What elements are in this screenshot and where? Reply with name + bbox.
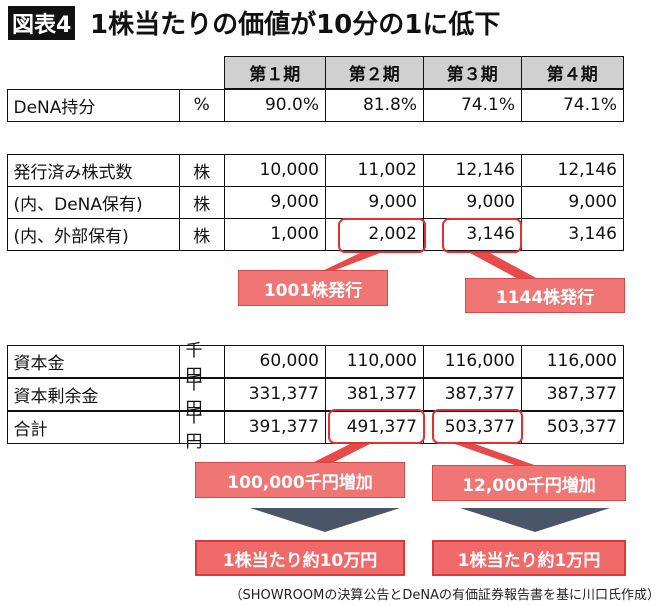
value-cell: 331,377 [223,377,326,411]
pointer [455,444,540,467]
callout: 1144株発行 [465,278,625,313]
row-label: (内、外部保有) [6,217,180,251]
pointer [320,253,380,272]
value-cell: 110,000 [324,344,424,378]
value-cell: 74.1% [422,88,522,122]
unit: 株 [178,185,225,219]
callout: 1001株発行 [238,270,388,306]
row-label: (内、DeNA保有) [6,185,180,219]
value-cell: 503,377 [520,410,624,444]
row-label: 発行済み株式数 [6,153,180,187]
value-cell: 10,000 [223,153,326,187]
value-cell: 381,377 [324,377,424,411]
value-cell: 391,377 [223,410,326,444]
value-cell: 387,377 [520,377,624,411]
value-cell: 9,000 [223,185,326,219]
value-cell: 1,000 [223,217,326,251]
value-cell: 12,146 [520,153,624,187]
value-cell: 116,000 [422,344,522,378]
highlight [338,218,426,253]
callout: 1株当たり約10万円 [195,540,405,576]
row-label: DeNA持分 [6,88,180,122]
highlight [442,218,522,253]
down-arrow [250,508,400,532]
column-header: 第１期 [223,55,326,89]
figure-label: 図表4 [8,6,76,40]
value-cell: 60,000 [223,344,326,378]
column-header: 第２期 [324,55,424,89]
title: 1株当たりの価値が10分の1に低下 [90,10,501,40]
highlight [328,409,425,444]
value-cell: 11,002 [324,153,424,187]
column-header: 第３期 [422,55,522,89]
row-label: 資本金 [6,344,180,378]
value-cell: 81.8% [324,88,424,122]
down-arrow [460,508,610,532]
value-cell: 12,146 [422,153,522,187]
callout: 100,000千円増加 [195,462,405,498]
footnote: （SHOWROOMの決算公告とDeNAの有価証券報告書を基に川口氏作成） [229,588,660,603]
value-cell: 74.1% [520,88,624,122]
value-cell: 9,000 [324,185,424,219]
value-cell: 9,000 [422,185,522,219]
column-header: 第４期 [520,55,624,89]
row-label: 資本剰余金 [6,377,180,411]
unit: 千円 [178,407,225,452]
callout: 1株当たり約1万円 [432,540,626,576]
value-cell: 3,146 [520,217,624,251]
value-cell: 116,000 [520,344,624,378]
value-cell: 9,000 [520,185,624,219]
value-cell: 387,377 [422,377,522,411]
row-label: 合計 [6,410,180,444]
pointer [470,253,540,280]
value-cell: 90.0% [223,88,326,122]
unit: 株 [178,153,225,187]
pointer [310,444,370,464]
highlight [432,409,523,444]
unit: 株 [178,217,225,251]
unit: % [178,88,225,122]
callout: 12,000千円増加 [432,465,626,501]
